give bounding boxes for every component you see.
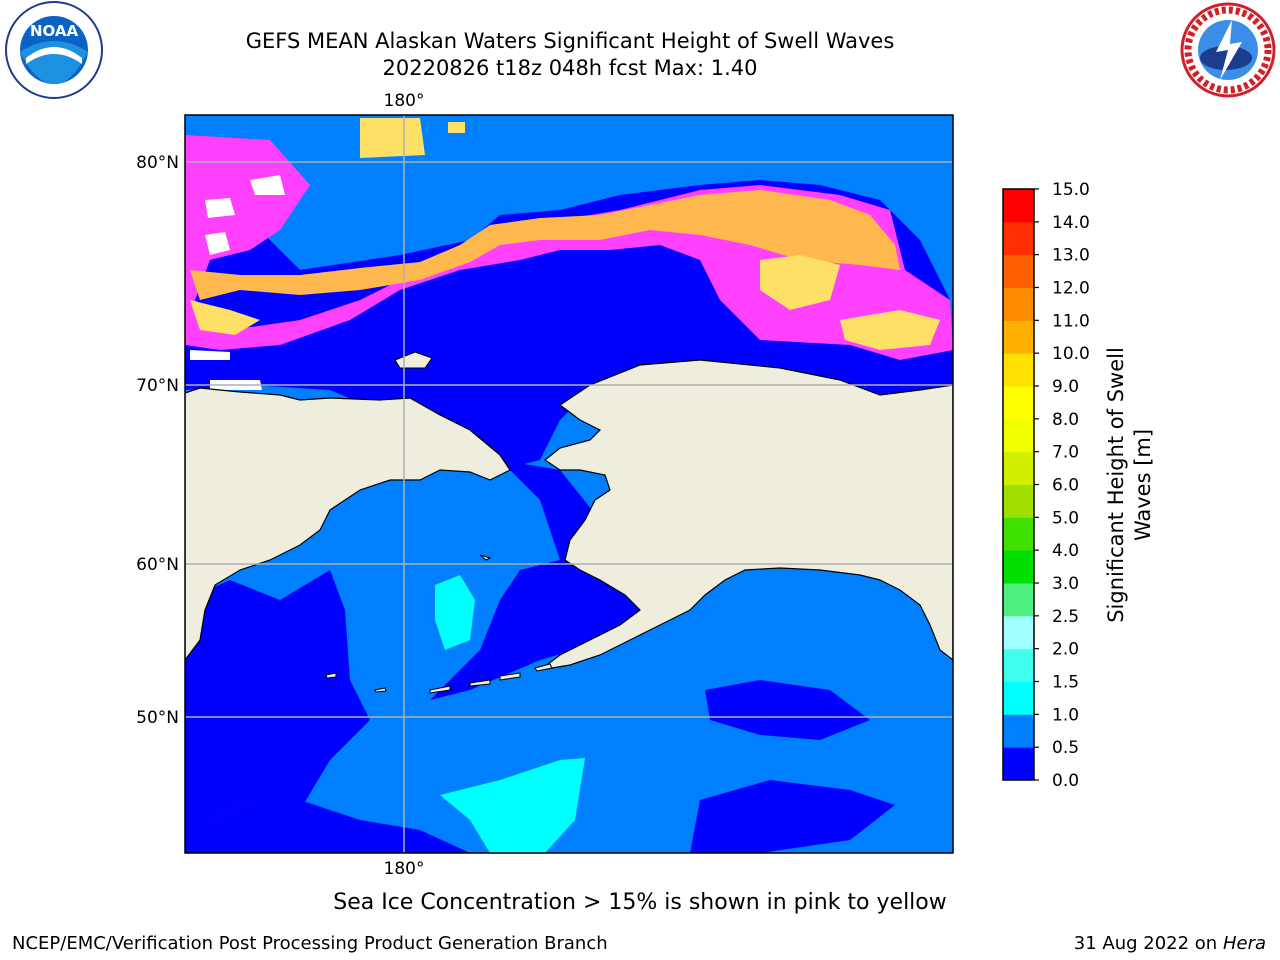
colorbar-segment (1003, 648, 1034, 682)
colorbar-tick-label: 0.5 (1052, 738, 1079, 758)
colorbar-segment (1003, 747, 1034, 781)
colorbar-tick-label: 14.0 (1052, 213, 1090, 233)
colorbar-segment (1003, 517, 1034, 551)
colorbar-tick-label: 6.0 (1052, 476, 1079, 496)
colorbar-segment (1003, 550, 1034, 584)
land-alaska (539, 359, 953, 671)
colorbar-tick-label: 15.0 (1052, 180, 1090, 200)
colorbar-tick-label: 0.0 (1052, 771, 1079, 791)
colorbar-label-line1: Significant Height of Swell (1104, 347, 1128, 623)
colorbar-segment (1003, 714, 1034, 748)
map-plot-area (185, 115, 953, 853)
colorbar-segment (1003, 681, 1034, 715)
lat-label-60: 60°N (136, 555, 179, 575)
sea-ice-orange (190, 190, 900, 300)
lon-label-bottom: 180° (384, 859, 425, 879)
colorbar-segment (1003, 254, 1034, 288)
chart-title: GEFS MEAN Alaskan Waters Significant Hei… (245, 29, 895, 53)
colorbar-segment (1003, 189, 1034, 223)
colorbar-label-line2: Waves [m] (1131, 429, 1155, 541)
lat-label-70: 70°N (136, 376, 179, 396)
colorbar: 0.0 0.5 1.0 1.5 2.0 2.5 3.0 4.0 5.0 6.0 7.0 8.0 9.0 1… (1002, 180, 1090, 791)
swell-band-0-0.5-se (705, 680, 870, 740)
land-siberia (185, 387, 511, 661)
colorbar-segment (1003, 221, 1034, 256)
swell-band-0-0.5-south (185, 800, 470, 853)
lon-label-top: 180° (384, 91, 425, 111)
swell-band-1.0-1.5-south (440, 758, 585, 853)
svg-text:NOAA: NOAA (30, 22, 79, 40)
colorbar-tick-label: 2.0 (1052, 640, 1079, 660)
footer-branch: NCEP/EMC/Verification Post Processing Pr… (12, 933, 608, 954)
colorbar-tick-label: 8.0 (1052, 410, 1079, 430)
colorbar-tick-label: 7.0 (1052, 443, 1079, 463)
colorbar-segment (1003, 386, 1034, 420)
footer-date: 31 Aug 2022 on Hera (1074, 933, 1266, 954)
swell-band-0-0.5-s2 (690, 780, 895, 853)
footer-date-text: 31 Aug 2022 on (1073, 933, 1218, 954)
colorbar-segment (1003, 287, 1034, 321)
colorbar-tick-label: 3.0 (1052, 574, 1079, 594)
noaa-logo: NOAA (5, 1, 103, 99)
colorbar-tick-label: 1.5 (1052, 673, 1079, 693)
map-frame (184, 114, 954, 854)
sea-ice-yellow (190, 118, 940, 350)
colorbar-tick-label: 13.0 (1052, 246, 1090, 266)
colorbar-tick-label: 4.0 (1052, 541, 1079, 561)
colorbar-tick-label: 12.0 (1052, 279, 1090, 299)
colorbar-segment (1003, 484, 1034, 518)
sea-ice-note: Sea Ice Concentration > 15% is shown in … (333, 890, 947, 915)
colorbar-tick-label: 5.0 (1052, 508, 1079, 528)
colorbar-segment (1003, 320, 1034, 354)
footer-host: Hera (1222, 933, 1266, 954)
chart-subtitle: 20220826 t18z 048h fcst Max: 1.40 (382, 56, 758, 80)
colorbar-tick-label: 11.0 (1052, 311, 1090, 331)
graticule (185, 115, 953, 853)
swell-band-0-0.5-west (185, 570, 370, 853)
colorbar-segment (1003, 418, 1034, 453)
colorbar-tick-label: 2.5 (1052, 607, 1079, 627)
colorbar-segment (1003, 451, 1034, 485)
lat-label-80: 80°N (136, 153, 179, 173)
aleutian-islands (325, 554, 553, 694)
colorbar-tick-label: 10.0 (1052, 344, 1090, 364)
colorbar-segment (1003, 353, 1034, 387)
nws-logo (1180, 2, 1276, 98)
lat-label-50: 50°N (136, 708, 179, 728)
colorbar-tick-label: 9.0 (1052, 377, 1079, 397)
colorbar-segment (1003, 615, 1034, 650)
colorbar-segment (1003, 583, 1034, 617)
colorbar-tick-label: 1.0 (1052, 705, 1079, 725)
swell-band-1.0-1.5-north (435, 575, 475, 650)
